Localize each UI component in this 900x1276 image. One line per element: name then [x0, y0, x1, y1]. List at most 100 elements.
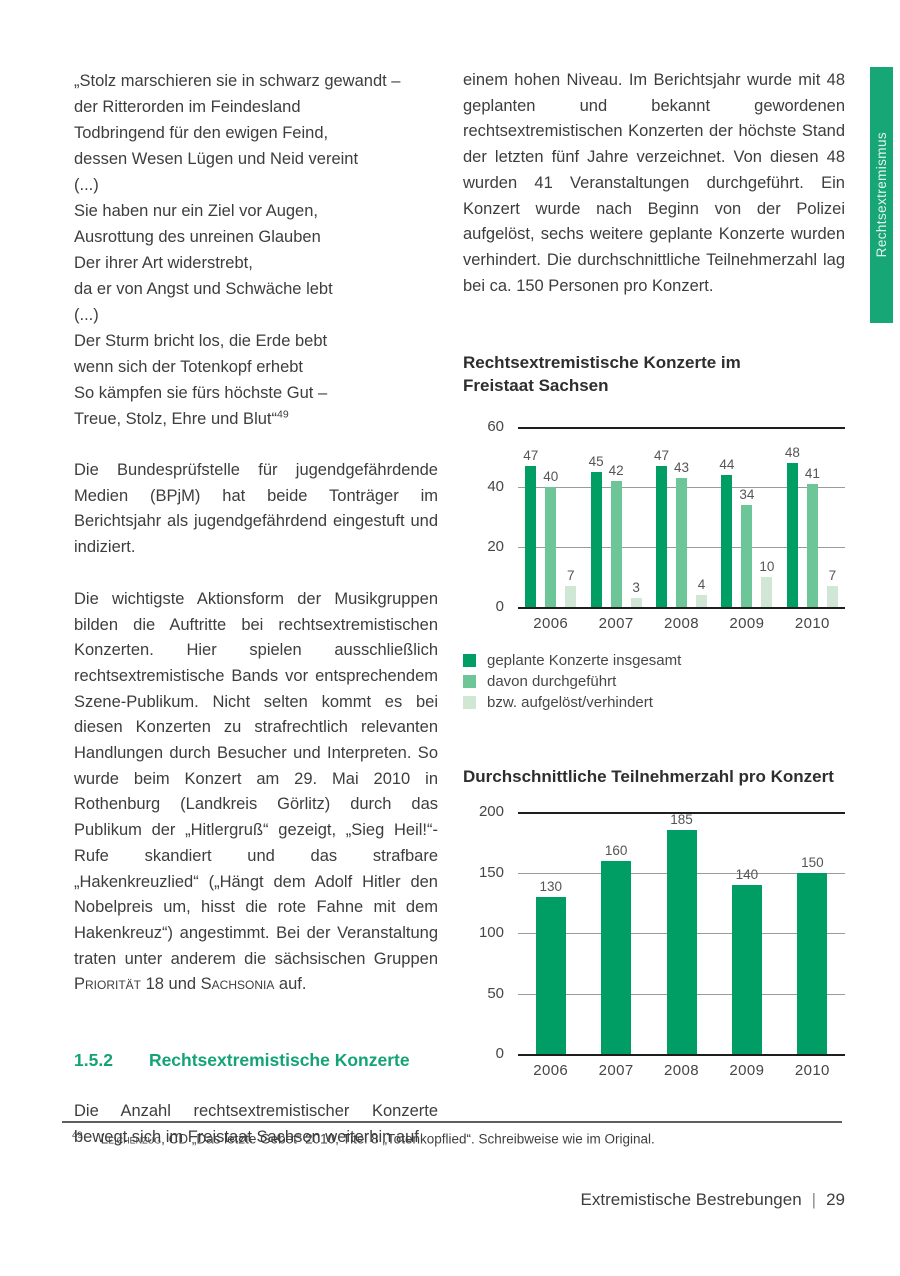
poem-line: Der ihrer Art widerstrebt, [74, 254, 253, 272]
bar-value-label: 160 [604, 842, 628, 858]
bar-group: 45 42 3 [583, 427, 648, 608]
plot-area: 130 160 185 140 150 [518, 812, 845, 1057]
x-axis-label: 2009 [729, 615, 765, 633]
bar-value-label: 41 [804, 466, 820, 482]
paragraph-konzerte-text: Die wichtigste Aktionsform der Musikgrup… [74, 589, 438, 968]
bar-value-label: 3 [632, 580, 640, 596]
bar-value-label: 10 [759, 559, 775, 575]
band-name-prioritaet: Priorität [74, 975, 142, 994]
legend-item: bzw. aufgelöst/verhindert [463, 692, 845, 713]
poem-line: Ausrottung des unreinen Glauben [74, 228, 321, 246]
paragraph-konzerte-mid: 18 und [141, 975, 201, 994]
bar-group: 130 [518, 812, 583, 1055]
bar-column: 34 [739, 487, 755, 608]
bar-column: 45 [588, 454, 604, 608]
bar-column: 40 [543, 469, 559, 608]
bar [610, 481, 622, 608]
bar-value-label: 44 [719, 457, 735, 473]
y-axis: 0 50 100 150 200 [463, 803, 518, 1062]
chart-teilnehmer-title: Durchschnittliche Teilnehmerzahl pro Kon… [463, 767, 834, 787]
side-tab-rechtsextremismus: Rechtsextremismus [870, 67, 893, 323]
bar [741, 505, 753, 608]
bar [761, 577, 773, 608]
footnote-marker: 49 [72, 1130, 83, 1141]
legend-item: geplante Konzerte insgesamt [463, 650, 845, 671]
left-column: „Stolz marschieren sie in schwarz gewand… [74, 68, 438, 1150]
right-paragraph: einem hohen Niveau. Im Berichtsjahr wurd… [463, 71, 845, 295]
x-axis: 2006 2007 2008 2009 2010 [518, 615, 845, 632]
bar [630, 598, 642, 608]
x-axis-label: 2009 [729, 1062, 765, 1080]
y-tick-label: 20 [487, 538, 504, 556]
bar-column: 185 [666, 812, 697, 1055]
bar-value-label: 45 [588, 454, 604, 470]
side-tab-label: Rechtsextremismus [874, 132, 889, 258]
legend-label: bzw. aufgelöst/verhindert [487, 694, 653, 712]
x-axis-label: 2010 [794, 615, 830, 633]
bar-column: 150 [797, 854, 828, 1055]
bar [590, 472, 602, 608]
bar-column: 160 [601, 842, 632, 1055]
x-axis-label: 2006 [533, 1062, 569, 1080]
y-tick-label: 0 [495, 1045, 504, 1063]
bar [731, 884, 762, 1055]
page-footer: Extremistische Bestrebungen | 29 [581, 1190, 845, 1210]
bar-value-label: 4 [697, 577, 706, 593]
bar-value-label: 34 [739, 487, 755, 503]
footnote-text: , CD „Das letzte Gebet“ 2010, Titel 8 „T… [161, 1131, 655, 1147]
legend-label: davon durchgeführt [487, 673, 617, 691]
y-tick-label: 40 [487, 478, 504, 496]
bar-groups: 47 40 7 45 42 3 47 43 4 44 34 10 48 41 7 [518, 427, 845, 608]
bar-value-label: 150 [801, 854, 824, 870]
x-axis: 2006 2007 2008 2009 2010 [518, 1062, 845, 1079]
footnote-ref: 49 [277, 408, 289, 421]
bar-column: 41 [804, 466, 820, 608]
bar-column: 7 [826, 568, 838, 608]
bar-column: 3 [630, 580, 642, 608]
bar-value-label: 7 [828, 568, 837, 584]
y-tick-label: 0 [495, 598, 504, 616]
bar-group: 48 41 7 [780, 427, 845, 608]
bar-column: 44 [719, 457, 735, 608]
bar [525, 466, 537, 608]
chart-konzerte-body: 0 20 40 60 47 40 7 45 42 3 47 43 4 44 34 10 48 41 7 2006 2… [463, 418, 845, 632]
bar [696, 595, 708, 608]
poem-line: „Stolz marschieren sie in schwarz gewand… [74, 72, 401, 90]
band-name-sachsonia: Sachsonia [200, 975, 275, 994]
bar-column: 43 [674, 460, 689, 608]
paragraph-bpjm: Die Bundesprüfstelle für jugendgefährden… [74, 461, 438, 557]
bar-column: 7 [565, 568, 577, 608]
poem-line: Treue, Stolz, Ehre und Blut“49 [74, 408, 289, 428]
bar [601, 860, 632, 1055]
poem-line: der Ritterorden im Feindesland [74, 98, 301, 116]
legend-item: davon durchgeführt [463, 671, 845, 692]
section-heading: 1.5.2 Rechtsextremistische Konzerte [74, 1050, 438, 1071]
bar [826, 586, 838, 608]
bar-value-label: 47 [523, 448, 539, 464]
bar [676, 478, 688, 608]
bar [797, 872, 828, 1055]
bar [806, 484, 818, 608]
poem-line: Todbringend für den ewigen Feind, [74, 124, 329, 142]
bar-group: 140 [714, 812, 779, 1055]
chart-konzerte-title: Rechtsextremistische Konzerte im Freista… [463, 353, 741, 396]
bar-value-label: 185 [670, 812, 693, 828]
footnote: 49 Leichenzug, CD „Das letzte Gebet“ 2010… [72, 1130, 842, 1147]
right-column: einem hohen Niveau. Im Berichtsjahr wurd… [463, 68, 845, 1079]
y-axis: 0 20 40 60 [463, 418, 518, 615]
poem-line: (...) [74, 176, 99, 194]
x-axis-label: 2007 [598, 615, 634, 633]
bar-column: 10 [759, 559, 775, 608]
bar-groups: 130 160 185 140 150 [518, 812, 845, 1055]
bar-group: 185 [649, 812, 714, 1055]
y-tick-label: 60 [487, 418, 504, 436]
legend-swatch [463, 696, 476, 710]
bar-column: 47 [523, 448, 539, 608]
section-number: 1.5.2 [74, 1050, 113, 1071]
bar-value-label: 40 [543, 469, 559, 485]
y-tick-label: 50 [487, 984, 504, 1002]
bar [786, 463, 798, 608]
bar-group: 47 40 7 [518, 427, 583, 608]
plot-area: 47 40 7 45 42 3 47 43 4 44 34 10 48 41 7 [518, 427, 845, 610]
